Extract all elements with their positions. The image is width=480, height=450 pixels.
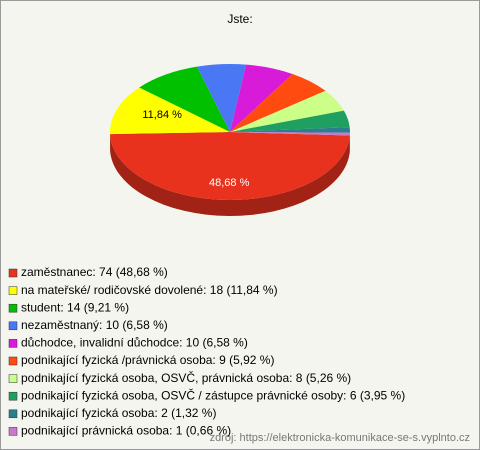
legend-swatch — [8, 286, 18, 295]
legend-label: student: 14 (9,21 %) — [21, 300, 129, 314]
legend-swatch — [8, 427, 18, 436]
source: zdroj: https://elektronicka-komunikace-s… — [210, 432, 470, 444]
legend-swatch — [8, 339, 18, 348]
legend-label: zaměstnanec: 74 (48,68 %) — [21, 265, 168, 279]
legend-label: podnikající fyzická osoba, OSVČ, právnic… — [21, 370, 351, 385]
pie-slice — [230, 110, 350, 132]
legend-label: podnikající fyzická /právnická osoba: 9 … — [21, 353, 274, 367]
value-label: 48,68 % — [209, 177, 250, 189]
legend-label: na mateřské/ rodičovské dovolené: 18 (11… — [21, 283, 278, 297]
legend-label: nezaměstnaný: 10 (6,58 %) — [21, 318, 168, 332]
pie-slice — [230, 90, 344, 132]
legend-label: podnikající fyzická osoba, OSVČ / zástup… — [21, 387, 405, 402]
legend-swatch — [8, 321, 18, 331]
legend-label: důchodce, invalidní důchodce: 10 (6,58 %… — [21, 336, 248, 350]
pie-slice — [230, 127, 350, 133]
pie-slice — [110, 87, 230, 135]
pie-slice — [196, 64, 247, 132]
legend-swatch — [8, 268, 18, 278]
legend-swatch — [8, 409, 18, 419]
legend-label: podnikající fyzická osoba: 2 (1,32 %) — [21, 406, 216, 420]
value-label: 11,84 % — [142, 109, 182, 121]
chart-title: Jste: — [227, 12, 252, 26]
legend-swatch — [8, 303, 18, 313]
legend-swatch — [8, 356, 18, 366]
legend-swatch — [8, 391, 18, 401]
pie-slice — [230, 64, 293, 132]
legend-label: podnikající právnická osoba: 1 (0,66 %) — [21, 424, 231, 438]
legend-swatch — [8, 374, 18, 383]
pie-side — [110, 134, 350, 216]
pie-slice — [230, 73, 326, 132]
pie-slice — [139, 66, 230, 132]
pie-slice — [110, 132, 350, 200]
pie-slice — [230, 132, 350, 136]
